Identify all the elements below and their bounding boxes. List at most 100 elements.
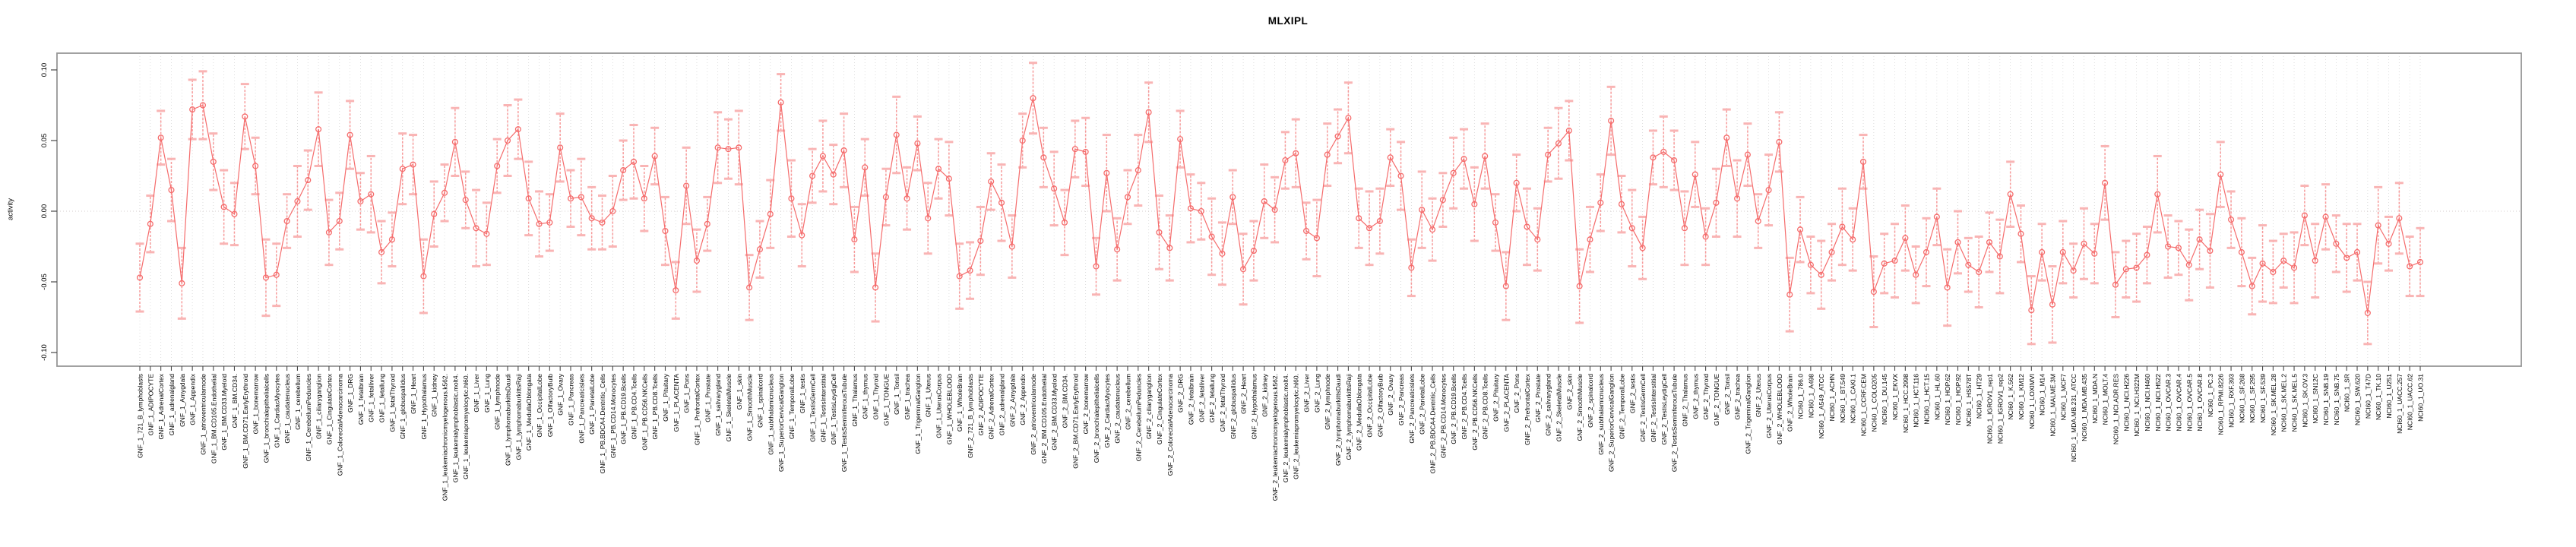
- x-tick-label: GNF_2_kidney: [1261, 373, 1268, 416]
- data-point: [357, 198, 364, 205]
- data-point: [1628, 225, 1635, 232]
- data-point: [1334, 133, 1341, 140]
- data-point: [1135, 167, 1141, 174]
- x-tick-label: GNF_1_SuperiorCervicalGanglion: [777, 374, 785, 472]
- data-point: [420, 273, 427, 280]
- x-tick-label: GNF_1_PB.BDCA4.Dentritic_Cells: [599, 374, 606, 473]
- x-tick-label: GNF_2_BM.CD105.Endothelial: [1040, 374, 1048, 463]
- x-tick-label: GNF_1_fetalliver: [368, 374, 375, 422]
- data-point: [1219, 250, 1226, 257]
- data-point: [756, 246, 763, 253]
- data-point: [2133, 264, 2140, 271]
- x-tick-label: GNF_1_UterusCorpus: [935, 374, 943, 438]
- x-tick-label: GNF_1_bronchialepithelialcells: [262, 374, 270, 463]
- x-tick-label: GNF_1_Prostate: [704, 374, 711, 422]
- data-point: [347, 131, 353, 138]
- data-point: [1913, 271, 1919, 278]
- data-point: [483, 230, 490, 237]
- data-point: [2207, 248, 2214, 255]
- data-point: [2238, 248, 2245, 255]
- x-tick-label: GNF_2_Heart: [1240, 373, 1248, 414]
- data-point: [1713, 199, 1720, 206]
- x-tick-label: NCI60_1_HS578T: [1965, 374, 1973, 426]
- x-tick-label: GNF_2_PB.CD19.Bcells: [1450, 374, 1457, 444]
- data-point: [1976, 268, 1983, 276]
- data-point: [1376, 217, 1383, 225]
- data-point: [1828, 248, 1835, 255]
- data-point: [2070, 267, 2077, 274]
- x-tick-label: GNF_1_Ovary: [557, 373, 565, 416]
- data-point: [179, 280, 185, 286]
- data-point: [662, 227, 669, 235]
- data-point: [1303, 227, 1310, 235]
- data-point: [2301, 212, 2308, 219]
- data-point: [1870, 288, 1877, 296]
- data-point: [693, 258, 701, 264]
- data-point: [988, 178, 995, 185]
- x-tick-label: NCI60_1_ACHN: [1828, 374, 1836, 421]
- x-tick-label: GNF_1_PB.CD8.Tcells: [651, 374, 659, 439]
- x-tick-label: NCI60_1_SK.OV.3: [2301, 374, 2309, 428]
- x-tick-label: GNF_2_WHOLEBLOOD: [1776, 374, 1783, 444]
- data-point: [725, 146, 732, 153]
- x-tick-label: GNF_2_skin: [1565, 374, 1573, 410]
- data-point: [1397, 172, 1404, 179]
- data-point: [315, 126, 322, 133]
- x-tick-label: NCI60_1_RPMI.8226: [2217, 374, 2225, 435]
- data-point: [1502, 283, 1509, 289]
- x-axis-group: GNF_1_721_B_lymphoblasts GNF_1_ADIPOCYTE G…: [137, 366, 2425, 501]
- x-tick-label: NCI60_1_CCRF.CEM: [1860, 374, 1868, 436]
- x-tick-label: GNF_2_fetalbrain: [1187, 374, 1195, 425]
- x-tick-label: GNF_1_fetallung: [378, 374, 386, 423]
- x-tick-label: GNF_1_PLACENTA: [672, 374, 680, 432]
- x-tick-label: NCI60_1_OVCAR.8: [2196, 374, 2204, 432]
- data-point: [1250, 248, 1257, 255]
- x-tick-label: GNF_1_ciliaryganglion: [315, 374, 323, 439]
- data-point: [1786, 291, 1793, 298]
- x-tick-label: GNF_1_Appendix: [189, 373, 197, 425]
- x-tick-label: GNF_1_fetalThyroid: [388, 374, 396, 432]
- data-point: [1166, 245, 1173, 251]
- x-tick-label: GNF_2_ColorectalAdenocarcinoma: [1166, 374, 1174, 476]
- data-point: [1797, 226, 1804, 233]
- data-point: [1723, 134, 1730, 141]
- y-tick-label: 0.10: [40, 63, 49, 77]
- data-point: [1587, 236, 1593, 243]
- x-tick-label: GNF_2_TONGUE: [1713, 374, 1720, 426]
- data-point: [567, 195, 574, 202]
- data-point: [399, 166, 406, 172]
- data-point: [1923, 248, 1930, 255]
- x-tick-label: GNF_2_WholeBrain: [1786, 374, 1794, 432]
- x-tick-label: GNF_2_TestisGermCell: [1639, 374, 1647, 442]
- x-tick-label: GNF_2_MedullaOblongata: [1356, 374, 1363, 451]
- x-tick-label: GNF_1_Thyroid: [872, 374, 880, 420]
- data-point: [388, 236, 395, 243]
- data-point: [2017, 230, 2024, 237]
- data-point: [872, 284, 879, 291]
- data-point: [1356, 215, 1362, 222]
- data-point: [1776, 138, 1783, 145]
- x-tick-label: GNF_1_Liver: [473, 374, 480, 413]
- x-tick-label: GNF_2_CingulateCortex: [1156, 373, 1163, 444]
- x-tick-label: GNF_2_TestisSeminiferousTubule: [1671, 374, 1679, 472]
- x-tick-label: GNF_2_PrefrontalCortex: [1524, 373, 1531, 445]
- x-tick-label: GNF_1_thymus: [862, 374, 869, 419]
- data-point: [967, 267, 973, 274]
- x-tick-label: GNF_2_leukemialymphoblastic.molt4.: [1282, 374, 1290, 482]
- data-point: [925, 215, 932, 222]
- x-tick-label: GNF_1_lymphomaburkittsRaji: [514, 374, 522, 460]
- data-point: [2102, 179, 2109, 186]
- x-tick-label: GNF_2_UterusCorpus: [1765, 374, 1773, 438]
- x-tick-label: GNF_1_SmoothMuscle: [746, 374, 754, 441]
- data-point: [1229, 194, 1236, 201]
- data-point: [1576, 283, 1583, 289]
- data-point: [840, 147, 847, 154]
- x-tick-label: GNF_1_skin: [736, 374, 743, 410]
- data-point: [588, 215, 595, 222]
- x-tick-label: GNF_2_TestisLeydigCell: [1660, 374, 1668, 445]
- x-tick-label: GNF_2_BM.CD33.Myeloid: [1051, 374, 1059, 451]
- x-tick-label: NCI60_1_SF.295: [2248, 374, 2256, 423]
- data-point: [494, 163, 501, 169]
- x-tick-label: GNF_2_adrenalgland: [998, 374, 1006, 436]
- data-point: [1093, 263, 1100, 270]
